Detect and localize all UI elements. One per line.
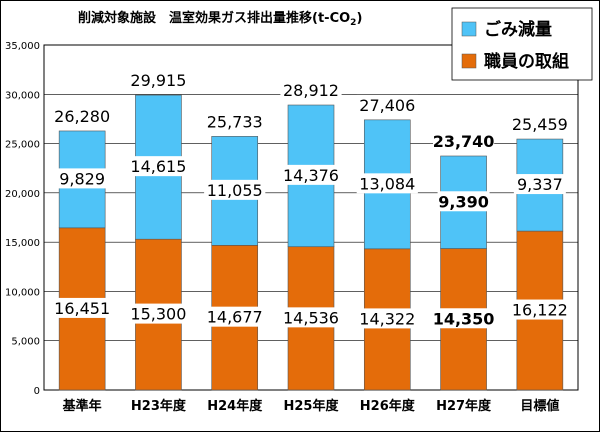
y-tick-label: 35,000 (5, 41, 40, 52)
data-label-background (432, 130, 495, 151)
data-label-background (280, 307, 342, 328)
x-tick-label: H26年度 (360, 398, 416, 414)
data-label: 16,451 (54, 299, 110, 318)
x-tick-label: 目標値 (520, 398, 559, 414)
data-label: 13,084 (359, 174, 415, 193)
data-label-background (356, 94, 418, 115)
legend-swatch (461, 53, 477, 69)
legend-label: ごみ減量 (484, 19, 552, 40)
data-label: 25,459 (512, 115, 568, 134)
data-label-background (280, 164, 342, 185)
data-label-background (432, 308, 495, 329)
plot-area: 0 5,000 10,000 15,000 20,000 25,000 30,000 35,0… (5, 41, 579, 414)
data-label-background (204, 306, 266, 327)
data-label: 9,390 (438, 192, 489, 211)
y-tick-label: 30,000 (5, 90, 40, 101)
data-label-background (51, 105, 113, 126)
data-label-background (437, 191, 490, 212)
data-label: 14,536 (283, 308, 339, 327)
y-tick-label: 10,000 (5, 287, 40, 298)
data-label-background (204, 111, 266, 132)
data-label-background (509, 114, 571, 135)
data-label: 26,280 (54, 107, 110, 126)
data-label: 9,829 (59, 169, 105, 188)
data-label-background (509, 299, 571, 320)
data-label: 14,677 (207, 308, 263, 327)
data-label: 14,350 (433, 309, 495, 328)
y-tick-label: 20,000 (5, 189, 40, 200)
data-label: 14,615 (130, 157, 186, 176)
legend-swatch (461, 21, 477, 37)
data-label-background (356, 308, 418, 329)
y-tick-label: 25,000 (5, 140, 40, 151)
x-tick-label: H25年度 (284, 398, 340, 414)
data-label-background (280, 80, 342, 101)
y-tick-label: 0 (34, 386, 40, 397)
data-label-background (356, 173, 418, 194)
data-label: 9,337 (517, 175, 563, 194)
data-label-background (513, 174, 566, 195)
chart-title: 削減対象施設 温室効果ガス排出量推移(t-CO2) (78, 10, 362, 28)
data-label-background (204, 179, 266, 200)
data-label: 15,300 (130, 305, 186, 324)
data-label-background (56, 168, 109, 189)
data-label: 23,740 (433, 132, 495, 151)
data-label: 14,376 (283, 166, 339, 185)
x-tick-label: H23年度 (131, 398, 187, 414)
data-label: 25,733 (207, 112, 263, 131)
x-tick-label: 基準年 (62, 398, 102, 414)
data-label-background (127, 70, 190, 91)
data-label-background (127, 156, 190, 177)
data-label: 27,406 (359, 96, 415, 115)
data-label-background (127, 303, 190, 324)
legend-label: 職員の取組 (484, 51, 569, 72)
y-tick-label: 15,000 (5, 238, 40, 249)
data-label: 16,122 (512, 301, 568, 320)
x-tick-label: H24年度 (207, 398, 263, 414)
y-tick-label: 5,000 (11, 337, 40, 348)
data-label: 11,055 (207, 181, 263, 200)
data-label-background (51, 297, 113, 318)
data-label: 28,912 (283, 81, 339, 100)
data-label: 14,322 (359, 309, 415, 328)
data-label: 29,915 (130, 71, 186, 90)
x-tick-label: H27年度 (436, 398, 492, 414)
